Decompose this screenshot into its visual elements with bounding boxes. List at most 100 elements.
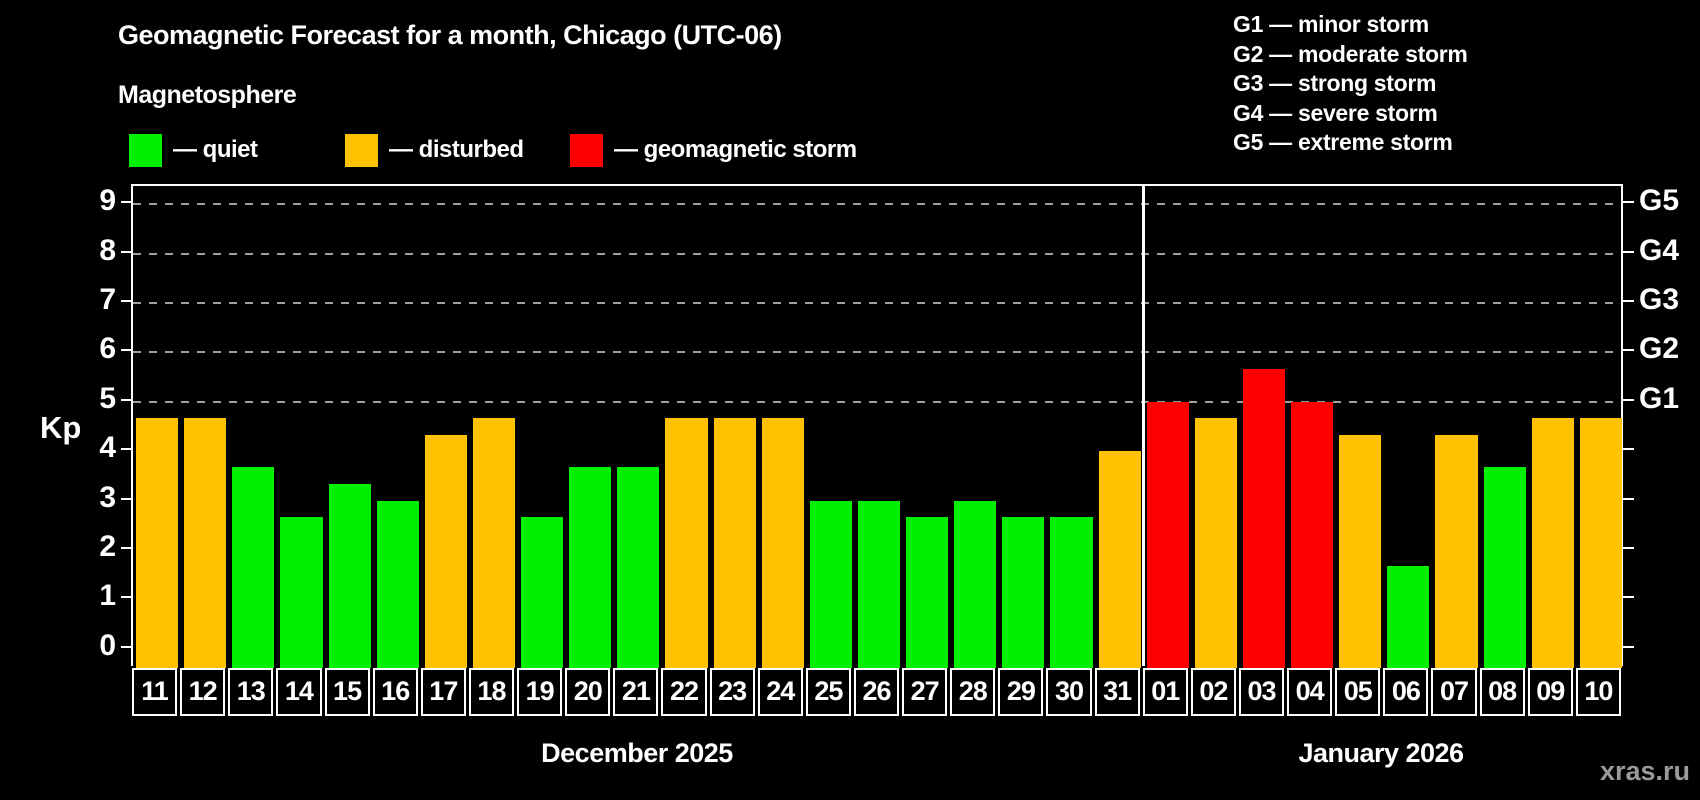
right-axis-tick (1623, 645, 1634, 648)
plot-area (131, 184, 1623, 668)
day-label: 06 (1383, 668, 1429, 716)
legend-swatch-disturbed (345, 133, 378, 167)
left-axis-tick (121, 546, 131, 549)
legend-swatch-storm (570, 133, 603, 167)
day-label: 30 (1046, 668, 1092, 716)
day-label: 19 (517, 668, 563, 716)
left-axis-tick-label: 0 (99, 628, 116, 662)
right-axis-tick (1623, 497, 1634, 500)
right-axis-tick (1623, 349, 1634, 352)
kp-bar (617, 467, 660, 668)
kp-bar (1291, 401, 1334, 668)
day-label: 01 (1142, 668, 1188, 716)
left-axis-tick (121, 497, 131, 500)
kp-bar (1242, 368, 1286, 668)
day-label: 17 (420, 668, 466, 716)
g-scale-legend: G1 — minor storm G2 — moderate storm G3 — … (1233, 10, 1468, 158)
kp-bar (328, 484, 371, 668)
kp-bar (472, 418, 516, 668)
day-label: 26 (853, 668, 900, 716)
kp-bar (184, 418, 227, 668)
left-axis-tick-label: 4 (99, 431, 116, 465)
kp-bar (954, 500, 997, 668)
day-label: 08 (1479, 668, 1525, 716)
left-axis-tick-label: 6 (99, 332, 116, 366)
kp-bar (1435, 434, 1478, 668)
day-label: 24 (757, 668, 803, 716)
grid-line (133, 351, 1621, 354)
day-label: 16 (372, 668, 418, 716)
g-scale-tick-label: G3 (1639, 283, 1680, 317)
left-axis-tick (121, 201, 131, 204)
right-axis-tick (1623, 250, 1634, 253)
left-axis-tick-label: 5 (99, 381, 116, 415)
left-axis-tick (121, 645, 131, 648)
legend-swatch-quiet (129, 133, 162, 167)
g-scale-legend-line: G5 — extreme storm (1233, 129, 1453, 156)
left-axis-tick-label: 9 (99, 184, 116, 218)
watermark: xras.ru (1599, 756, 1690, 786)
left-axis-tick-label: 8 (99, 233, 116, 267)
g-scale-tick-label: G1 (1639, 381, 1680, 415)
kp-bar (569, 467, 612, 668)
legend-item-label: — quiet (173, 136, 258, 163)
left-axis-tick-label: 1 (99, 579, 116, 613)
kp-bar (136, 418, 179, 668)
day-label: 02 (1190, 668, 1236, 716)
right-axis-tick (1623, 448, 1634, 451)
kp-bar (1483, 467, 1526, 668)
right-axis-tick (1623, 546, 1634, 549)
left-axis-tick (121, 448, 131, 451)
left-axis-tick-label: 3 (99, 480, 116, 514)
g-scale-legend-line: G3 — strong storm (1233, 70, 1437, 97)
kp-bar (809, 500, 852, 668)
day-label: 28 (950, 668, 996, 716)
g-scale-tick-label: G2 (1639, 332, 1680, 366)
kp-bar (280, 516, 323, 668)
day-label: 05 (1335, 668, 1381, 716)
day-label: 09 (1527, 668, 1573, 716)
kp-bar (713, 418, 756, 668)
grid-line (133, 203, 1621, 206)
left-axis-tick (121, 596, 131, 599)
kp-bar (906, 516, 949, 668)
right-axis-tick (1623, 201, 1634, 204)
g-scale-tick-label: G5 (1639, 184, 1680, 218)
legend-item-label: — disturbed (389, 136, 524, 163)
day-label: 14 (276, 668, 322, 716)
g-scale-tick-label: G4 (1639, 233, 1680, 267)
kp-bar (1387, 566, 1430, 668)
day-label: 23 (709, 668, 755, 716)
left-axis-tick (121, 398, 131, 401)
day-label: 15 (324, 668, 370, 716)
kp-bar (1146, 401, 1189, 668)
day-label: 13 (228, 668, 274, 716)
day-label: 22 (661, 668, 707, 716)
left-axis-tick (121, 349, 131, 352)
grid-line (133, 302, 1621, 305)
day-label: 18 (468, 668, 515, 716)
kp-bar (1098, 451, 1141, 668)
g-scale-legend-line: G1 — minor storm (1233, 11, 1429, 37)
month-label-january: January 2026 (1298, 738, 1464, 768)
month-divider (1141, 186, 1145, 666)
magnetosphere-label: Magnetosphere (118, 81, 297, 109)
kp-bar (857, 500, 901, 668)
kp-bar (376, 500, 419, 668)
left-axis-tick-label: 2 (99, 529, 116, 563)
day-label: 31 (1094, 668, 1140, 716)
y-axis-title: Kp (40, 410, 82, 445)
kp-bar (521, 516, 564, 668)
right-axis-tick (1623, 398, 1634, 401)
left-axis-tick-label: 7 (99, 283, 116, 317)
chart-title: Geomagnetic Forecast for a month, Chicag… (118, 20, 782, 50)
day-label: 12 (180, 668, 226, 716)
left-axis-tick (121, 300, 131, 303)
kp-bar (1002, 516, 1045, 668)
day-label: 07 (1431, 668, 1477, 716)
kp-bar (1531, 418, 1574, 668)
legend-item-storm: — geomagnetic storm (570, 133, 857, 167)
day-label: 11 (132, 668, 178, 716)
grid-line (133, 252, 1621, 255)
